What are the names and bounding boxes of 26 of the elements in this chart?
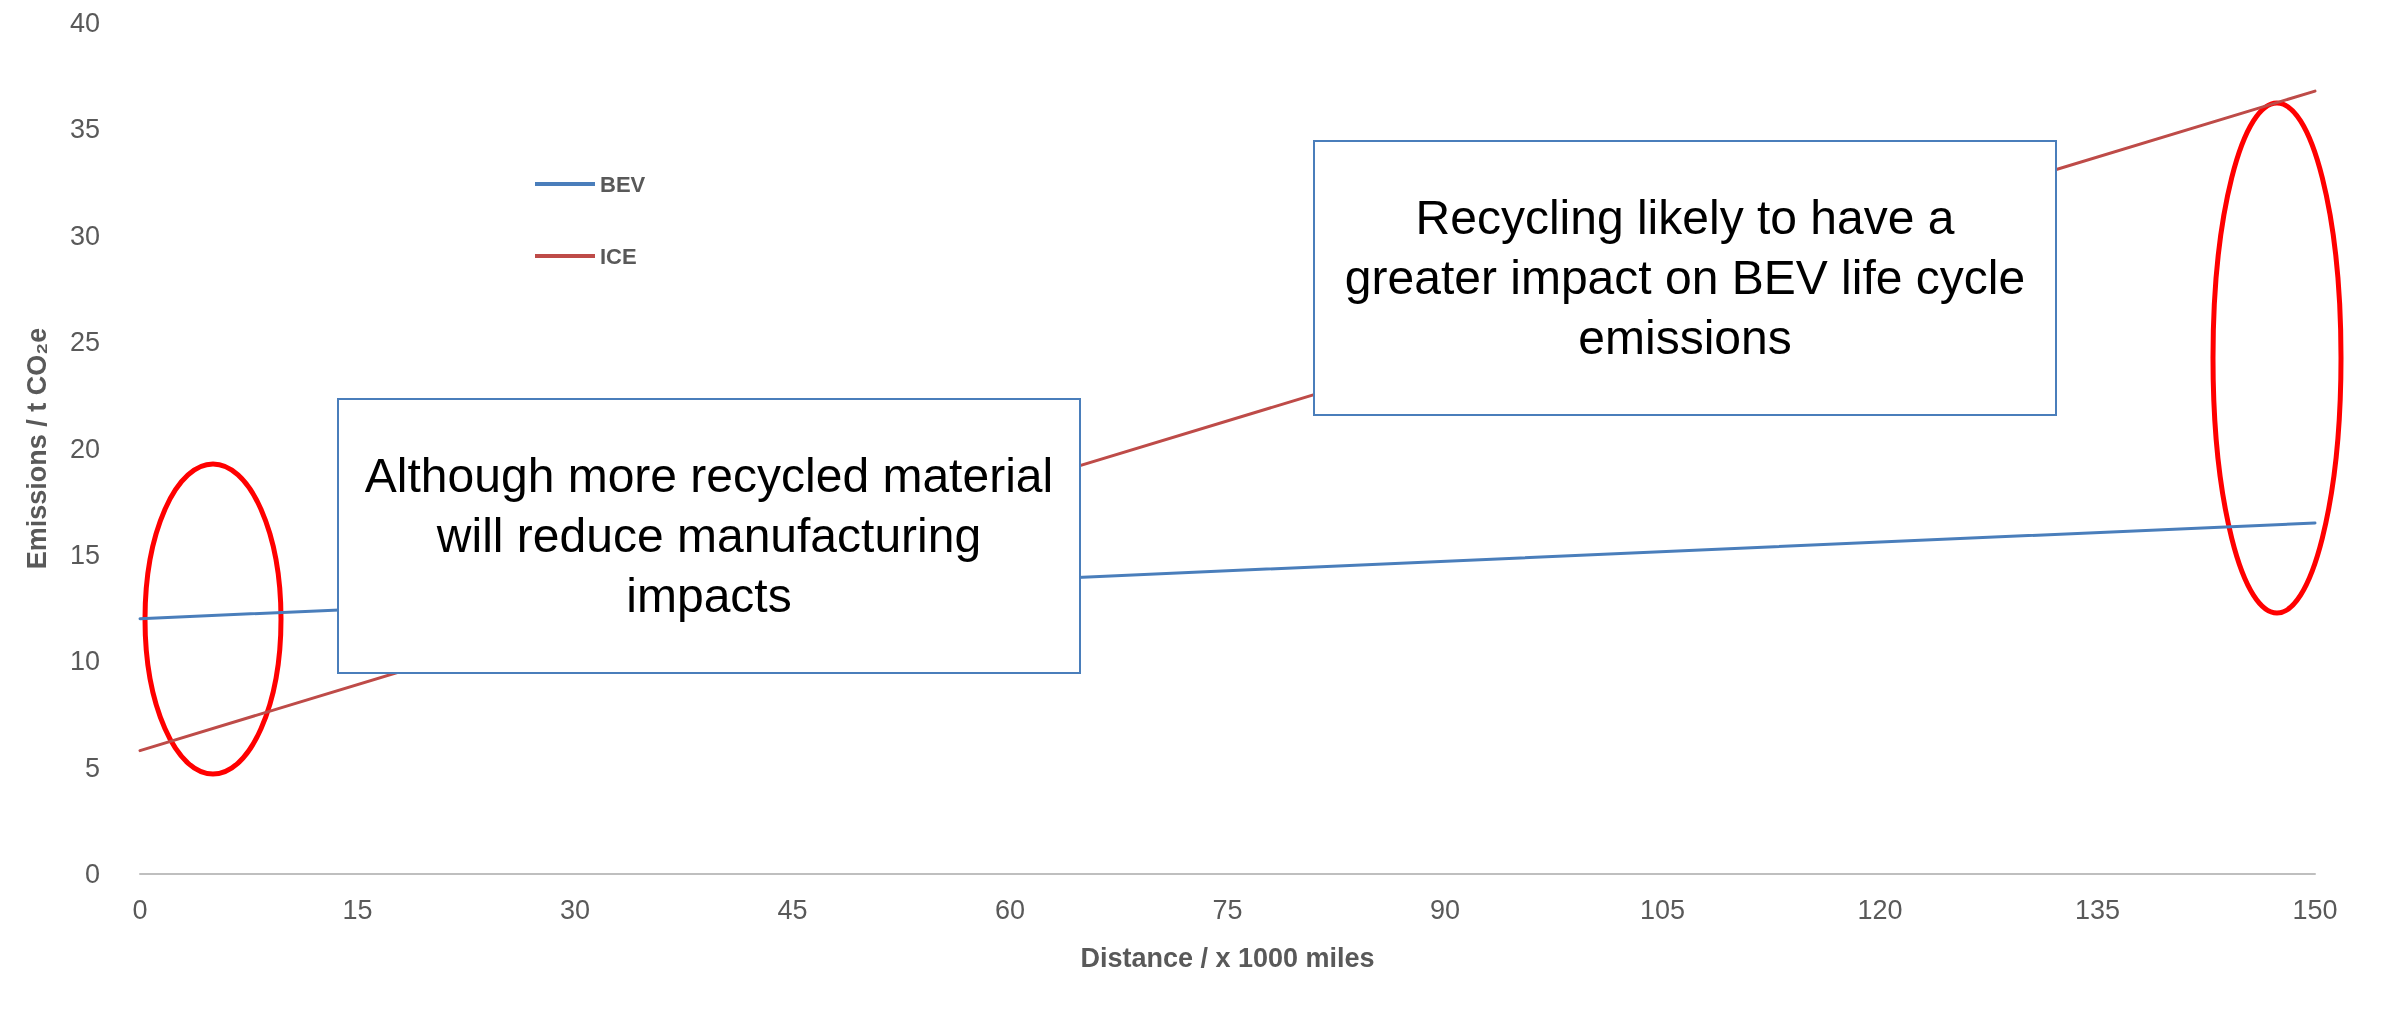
x-axis-title: Distance / x 1000 miles — [1080, 942, 1375, 973]
x-tick-label: 90 — [1429, 894, 1461, 925]
y-tick-label: 30 — [69, 220, 100, 251]
x-tick-label: 15 — [342, 894, 373, 925]
y-tick-label: 20 — [69, 433, 100, 464]
y-tick-label: 15 — [69, 539, 100, 570]
x-tick-label: 60 — [994, 894, 1026, 925]
y-tick-label: 25 — [69, 327, 100, 358]
x-tick-label: 75 — [1212, 894, 1243, 925]
y-tick-label: 5 — [84, 752, 100, 783]
x-tick-label: 45 — [777, 894, 808, 925]
x-tick-label: 120 — [1857, 894, 1903, 925]
annotation: Although more recycled material will reduce manufacturing impacts — [337, 398, 1081, 674]
annotation: Recycling likely to have a greater impact on BEV life cycle emissions — [1313, 140, 2057, 416]
x-tick-label: 105 — [1639, 894, 1686, 925]
x-tick-label: 150 — [2292, 894, 2338, 925]
y-axis-title: Emissions / t CO₂e — [21, 327, 52, 570]
y-tick-label: 40 — [69, 8, 100, 38]
legend-label: ICE — [600, 243, 637, 269]
x-tick-label: 0 — [132, 894, 148, 925]
y-tick-label: 35 — [69, 114, 100, 145]
x-tick-label: 30 — [559, 894, 591, 925]
x-tick-label: 135 — [2074, 894, 2121, 925]
legend-label: BEV — [600, 171, 646, 197]
y-tick-label: 10 — [69, 646, 100, 677]
y-tick-label: 0 — [84, 859, 100, 889]
